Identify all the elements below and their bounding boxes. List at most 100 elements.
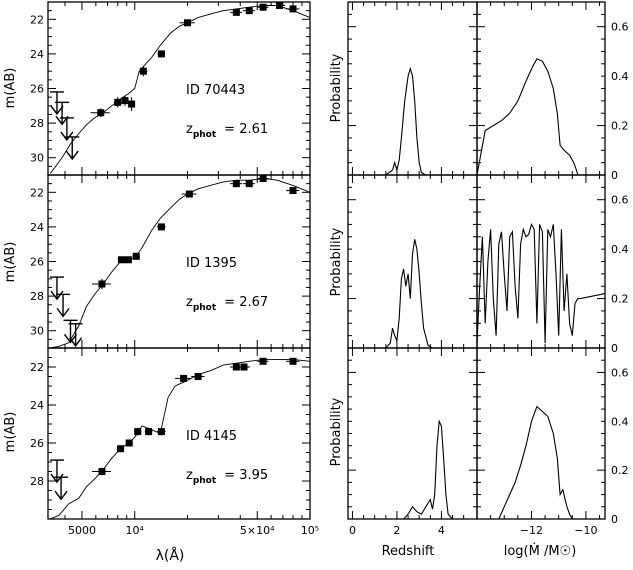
- x-tick-label: 0: [349, 524, 356, 537]
- upper-limit-head: [50, 105, 64, 116]
- upper-limit-head: [69, 337, 83, 347]
- zphot-value: = 2.67: [224, 295, 268, 310]
- object-id-label: ID 1395: [186, 256, 237, 271]
- panel-frame: [347, 1, 478, 176]
- panel-redshift_pdf-3: [347, 1, 478, 176]
- panel-frame: [476, 347, 606, 520]
- photometry-point: [117, 256, 125, 264]
- zphot-value: = 3.95: [224, 468, 268, 483]
- y-tick-label: 22: [30, 13, 44, 26]
- panel-frame: [476, 1, 606, 176]
- zphot-symbol: z: [186, 468, 193, 483]
- zphot-subscript: phot: [193, 476, 217, 486]
- panel-mass_pdf-4: 0 0.2 0.4 0.6: [476, 1, 629, 182]
- object-id-label: ID 70443: [186, 83, 245, 98]
- photometry-point: [157, 428, 165, 436]
- upper-limit-arrow: [55, 101, 70, 126]
- panel-mass_pdf-6: 0 0.2 0.4 0.6: [476, 174, 629, 355]
- y-tick-label: 22: [30, 186, 44, 199]
- photometry-point: [245, 7, 253, 15]
- y-tick-label: 30: [30, 152, 44, 165]
- photometry-point: [259, 357, 267, 365]
- panel-mass_pdf-8: 0 0.2 0.4 0.6 −12 −10: [476, 347, 629, 537]
- model-sed-curve: [49, 5, 311, 174]
- sed-ylabel-middle: m(AB): [3, 242, 18, 283]
- upper-limit-head: [60, 131, 74, 142]
- object-id-label: ID 4145: [186, 429, 237, 444]
- upper-limit-head: [56, 307, 70, 318]
- upper-limit-arrow: [65, 136, 80, 161]
- photometry-point: [157, 50, 165, 58]
- photometry-point: [98, 280, 106, 288]
- panel-frame: [347, 347, 478, 520]
- y-tick-label: 26: [30, 256, 44, 269]
- y-tick-label: 30: [30, 325, 44, 338]
- y-tick-label: 0.6: [611, 194, 629, 207]
- y-tick-label: 24: [30, 399, 44, 412]
- probability-curve: [476, 222, 606, 344]
- probability-curve: [352, 239, 477, 349]
- x-tick-label: 10⁴: [126, 524, 145, 537]
- zphot-label: zphot = 2.67: [186, 295, 268, 313]
- photometry-point: [134, 428, 142, 436]
- photometry-point: [240, 363, 248, 371]
- photometry-point: [125, 439, 133, 447]
- photometry-point: [98, 468, 106, 475]
- x-tick-label: 10⁵: [301, 524, 319, 537]
- y-tick-label: 0.6: [611, 21, 629, 34]
- photometry-point: [139, 67, 147, 75]
- panel-sed-1: 22 24 26 28 30 ID 1395 zphot = 2.67: [30, 174, 311, 349]
- x-tick-label: −12: [520, 524, 543, 537]
- zphot-label: zphot = 2.61: [186, 122, 268, 140]
- y-tick-label: 0.2: [611, 120, 629, 133]
- photometry-point: [128, 100, 136, 108]
- y-tick-label: 26: [30, 83, 44, 96]
- photometry-point: [132, 252, 140, 260]
- y-tick-label: 24: [30, 48, 44, 61]
- y-tick-label: 0.6: [611, 366, 629, 379]
- zphot-value: = 2.61: [224, 122, 268, 137]
- prob-ylabel-top: Probability: [329, 53, 344, 122]
- photometry-point: [232, 363, 240, 371]
- model-sed-curve: [50, 358, 311, 520]
- upper-limit-arrow: [54, 476, 69, 501]
- probability-curve: [352, 66, 477, 176]
- y-tick-label: 0.4: [611, 415, 629, 428]
- sed-ylabel-bottom: m(AB): [3, 412, 18, 453]
- photometry-point: [259, 3, 267, 11]
- photometry-point: [232, 180, 240, 188]
- upper-limit-arrow: [49, 459, 64, 484]
- y-tick-label: 26: [30, 437, 44, 450]
- upper-limit-head: [63, 333, 78, 344]
- photometry-point: [289, 357, 297, 365]
- y-tick-label: 0.4: [611, 243, 629, 256]
- model-sed-curve: [50, 178, 311, 349]
- probability-curve: [477, 405, 605, 520]
- x-tick-label: 2: [393, 524, 400, 537]
- prob-ylabel-middle: Probability: [329, 227, 344, 296]
- sed-xlabel: λ(Å): [156, 547, 185, 564]
- y-tick-label: 22: [30, 361, 44, 374]
- photometry-point: [124, 256, 132, 264]
- y-tick-label: 0.2: [611, 293, 629, 306]
- photometry-point: [114, 98, 122, 106]
- x-tick-label: 5×10⁴: [240, 524, 275, 537]
- panel-sed-0: 22 24 26 28 30 ID 70443 zphot = 2.61: [30, 1, 311, 176]
- panel-sed-2: 22 24 26 28 5000 10⁴ 5×10⁴ 10⁵ ID 4145 zphot = 3.9…: [30, 347, 319, 537]
- probability-curve: [476, 58, 605, 176]
- y-tick-label: 28: [30, 117, 44, 130]
- photometry-point: [180, 374, 188, 382]
- photometry-point: [259, 174, 267, 182]
- photometry-point: [289, 5, 297, 13]
- probability-curve: [352, 419, 477, 520]
- upper-limit-head: [65, 150, 79, 161]
- zphot-subscript: phot: [193, 130, 217, 140]
- photometry-point: [194, 373, 202, 380]
- y-tick-label: 0.2: [611, 464, 629, 477]
- photometry-point: [117, 445, 125, 453]
- y-tick-label: 28: [30, 475, 44, 488]
- y-tick-label: 0: [611, 169, 618, 182]
- panel-frame: [47, 347, 311, 520]
- panel-frame: [47, 174, 311, 349]
